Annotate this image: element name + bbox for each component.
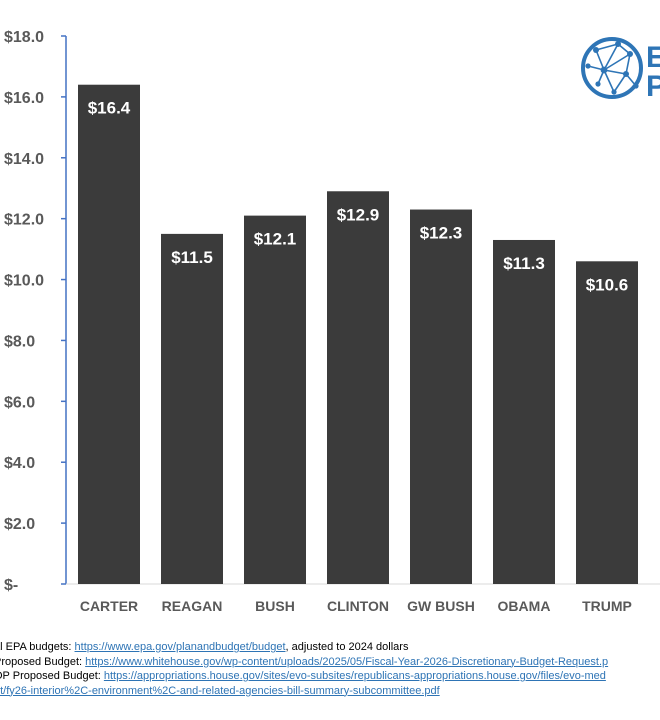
network-globe-logo: E P — [581, 37, 660, 103]
y-tick-label: $12.0 — [4, 212, 44, 229]
y-tick-label: $10.0 — [4, 273, 44, 290]
source-prefix: OP Proposed Budget: — [0, 670, 104, 682]
bar — [410, 209, 472, 585]
y-tick-label: $18.0 — [4, 29, 44, 46]
data-label: $12.9 — [337, 205, 380, 224]
data-label: $10.6 — [586, 275, 629, 294]
source-prefix: Proposed Budget: — [0, 655, 86, 668]
bar-chart: E P $- $2.0 $4.0 $6.0 $8.0 $10.0 $12.0 $14.0 $16… — [4, 29, 660, 614]
logo-network-lines — [587, 43, 637, 93]
logo-letter-p: P — [646, 70, 660, 103]
x-tick-label: GW BUSH — [407, 598, 475, 614]
bar — [161, 233, 223, 584]
data-label: $11.3 — [503, 254, 545, 273]
logo-letter-e: E — [646, 41, 660, 74]
source-line-whitehouse: Proposed Budget: https://www.whitehouse.… — [0, 655, 660, 670]
sources-footnote: al EPA budgets: https://www.epa.gov/plan… — [0, 640, 660, 698]
data-label: $12.1 — [254, 230, 297, 249]
source-link[interactable]: https://www.whitehouse.gov/wp-content/up… — [85, 655, 609, 668]
plot-area: $- $2.0 $4.0 $6.0 $8.0 $10.0 $12.0 $14.0 $16.0 $1… — [4, 29, 660, 614]
x-tick-label: CLINTON — [327, 598, 389, 614]
source-suffix: , adjusted to 2024 dollars — [285, 641, 409, 653]
source-line-house-gop: OP Proposed Budget: https://appropriatio… — [0, 669, 660, 684]
source-link[interactable]: https://www.epa.gov/planandbudget/budget — [74, 641, 286, 653]
y-tick-label: $6.0 — [4, 394, 35, 411]
bar — [327, 191, 389, 584]
y-tick-label: $8.0 — [4, 333, 35, 350]
logo-globe-ring — [581, 37, 643, 99]
source-line-epa: al EPA budgets: https://www.epa.gov/plan… — [0, 640, 660, 655]
x-tick-label: BUSH — [255, 598, 295, 614]
y-tick-label: $4.0 — [4, 455, 35, 472]
source-prefix: al EPA budgets: — [0, 641, 75, 653]
bar — [244, 215, 306, 584]
x-tick-label: CARTER — [80, 598, 138, 614]
y-tick-label: $14.0 — [4, 151, 44, 168]
y-tick-label: $2.0 — [4, 516, 35, 533]
y-tick-label: $- — [4, 577, 18, 594]
bar — [78, 84, 140, 584]
y-tick-label: $16.0 — [4, 90, 44, 107]
x-tick-label: REAGAN — [162, 598, 223, 614]
data-label: $16.4 — [88, 99, 131, 118]
data-label: $12.3 — [420, 224, 463, 243]
logo-network-nodes — [585, 41, 639, 95]
bar — [576, 261, 638, 584]
x-tick-label: OBAMA — [498, 598, 551, 614]
source-link[interactable]: nt/fy26-interior%2C-environment%2C-and-r… — [0, 684, 440, 697]
x-tick-label: TRUMP — [582, 598, 632, 614]
source-line-house-gop-cont: nt/fy26-interior%2C-environment%2C-and-r… — [0, 684, 660, 699]
source-link[interactable]: https://appropriations.house.gov/sites/e… — [103, 670, 606, 682]
data-label: $11.5 — [171, 248, 213, 267]
bar — [493, 239, 555, 584]
